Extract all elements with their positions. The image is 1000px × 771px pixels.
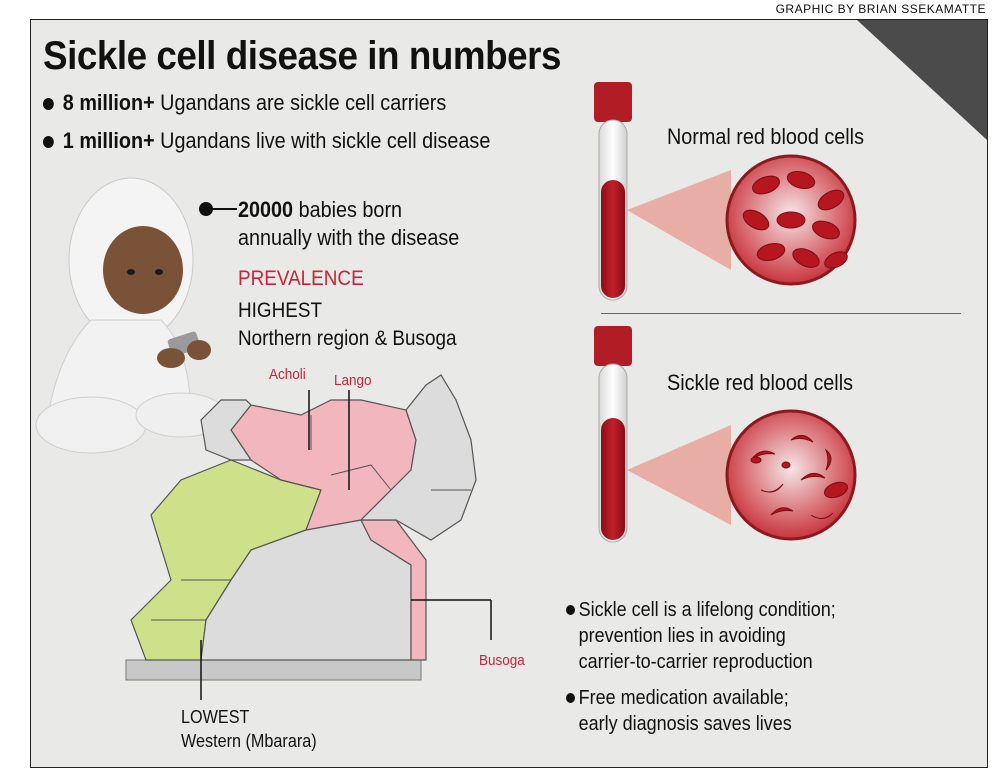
normal-cells-label: Normal red blood cells <box>667 124 864 149</box>
baby-illustration <box>35 177 227 454</box>
babies-value: 20000 <box>238 197 294 222</box>
highest-label: HIGHEST <box>238 299 323 322</box>
sickle-test-tube <box>594 326 857 543</box>
prevalence-heading: PREVALENCE <box>238 267 364 290</box>
bullet-icon <box>43 98 54 111</box>
normal-test-tube <box>594 82 857 301</box>
uganda-map <box>125 374 492 700</box>
bullet-icon <box>43 136 54 149</box>
page-title: Sickle cell disease in numbers <box>43 34 562 78</box>
map-label-acholi: Acholi <box>269 366 306 383</box>
babies-line1: babies born <box>293 197 403 222</box>
note-medication-line2: early diagnosis saves lives <box>578 713 792 735</box>
note-lifelong-line1: Sickle cell is a lifelong condition; <box>578 599 836 621</box>
bullet-icon <box>566 605 575 615</box>
prevalence-highest: HIGHEST Northern region & Busoga <box>238 297 457 353</box>
leader-dot <box>199 202 213 216</box>
fact-carriers: 8 million+ Ugandans are sickle cell carr… <box>43 90 446 116</box>
graphic-credit: GRAPHIC BY BRIAN SSEKAMATTE <box>775 2 986 16</box>
note-medication: Free medication available; early diagnos… <box>566 685 792 737</box>
region-west-nile <box>200 399 253 461</box>
fact-patients-value: 1 million+ <box>62 128 155 153</box>
region-karamoja <box>359 374 477 541</box>
illustration <box>35 82 857 700</box>
lowest-label: LOWEST <box>181 707 250 727</box>
map-label-busoga: Busoga <box>479 652 525 669</box>
babies-stat: 20000 babies born annually with the dise… <box>238 196 459 252</box>
highest-text: Northern region & Busoga <box>238 327 457 350</box>
note-lifelong: Sickle cell is a lifelong condition; pre… <box>566 597 836 675</box>
prevalence-lowest: LOWEST Western (Mbarara) <box>181 705 317 753</box>
note-lifelong-line2: prevention lies in avoiding <box>578 625 786 647</box>
sickle-cells-label: Sickle red blood cells <box>667 370 854 395</box>
corner-decoration <box>857 20 987 140</box>
leader-line <box>207 208 237 210</box>
region-busoga <box>360 519 427 661</box>
fact-patients-text: Ugandans live with sickle cell disease <box>154 128 491 153</box>
fact-carriers-text: Ugandans are sickle cell carriers <box>154 90 447 115</box>
babies-line2: annually with the disease <box>238 225 460 250</box>
note-medication-line1: Free medication available; <box>578 687 789 709</box>
lowest-text: Western (Mbarara) <box>181 731 317 751</box>
fact-carriers-value: 8 million+ <box>62 90 155 115</box>
map-label-lango: Lango <box>334 372 372 389</box>
infographic-frame: Sickle cell disease in numbers 8 million… <box>30 19 988 768</box>
bullet-icon <box>566 693 575 703</box>
divider-line <box>601 313 961 314</box>
fact-patients: 1 million+ Ugandans live with sickle cel… <box>43 128 490 154</box>
note-lifelong-line3: carrier-to-carrier reproduction <box>578 651 813 673</box>
